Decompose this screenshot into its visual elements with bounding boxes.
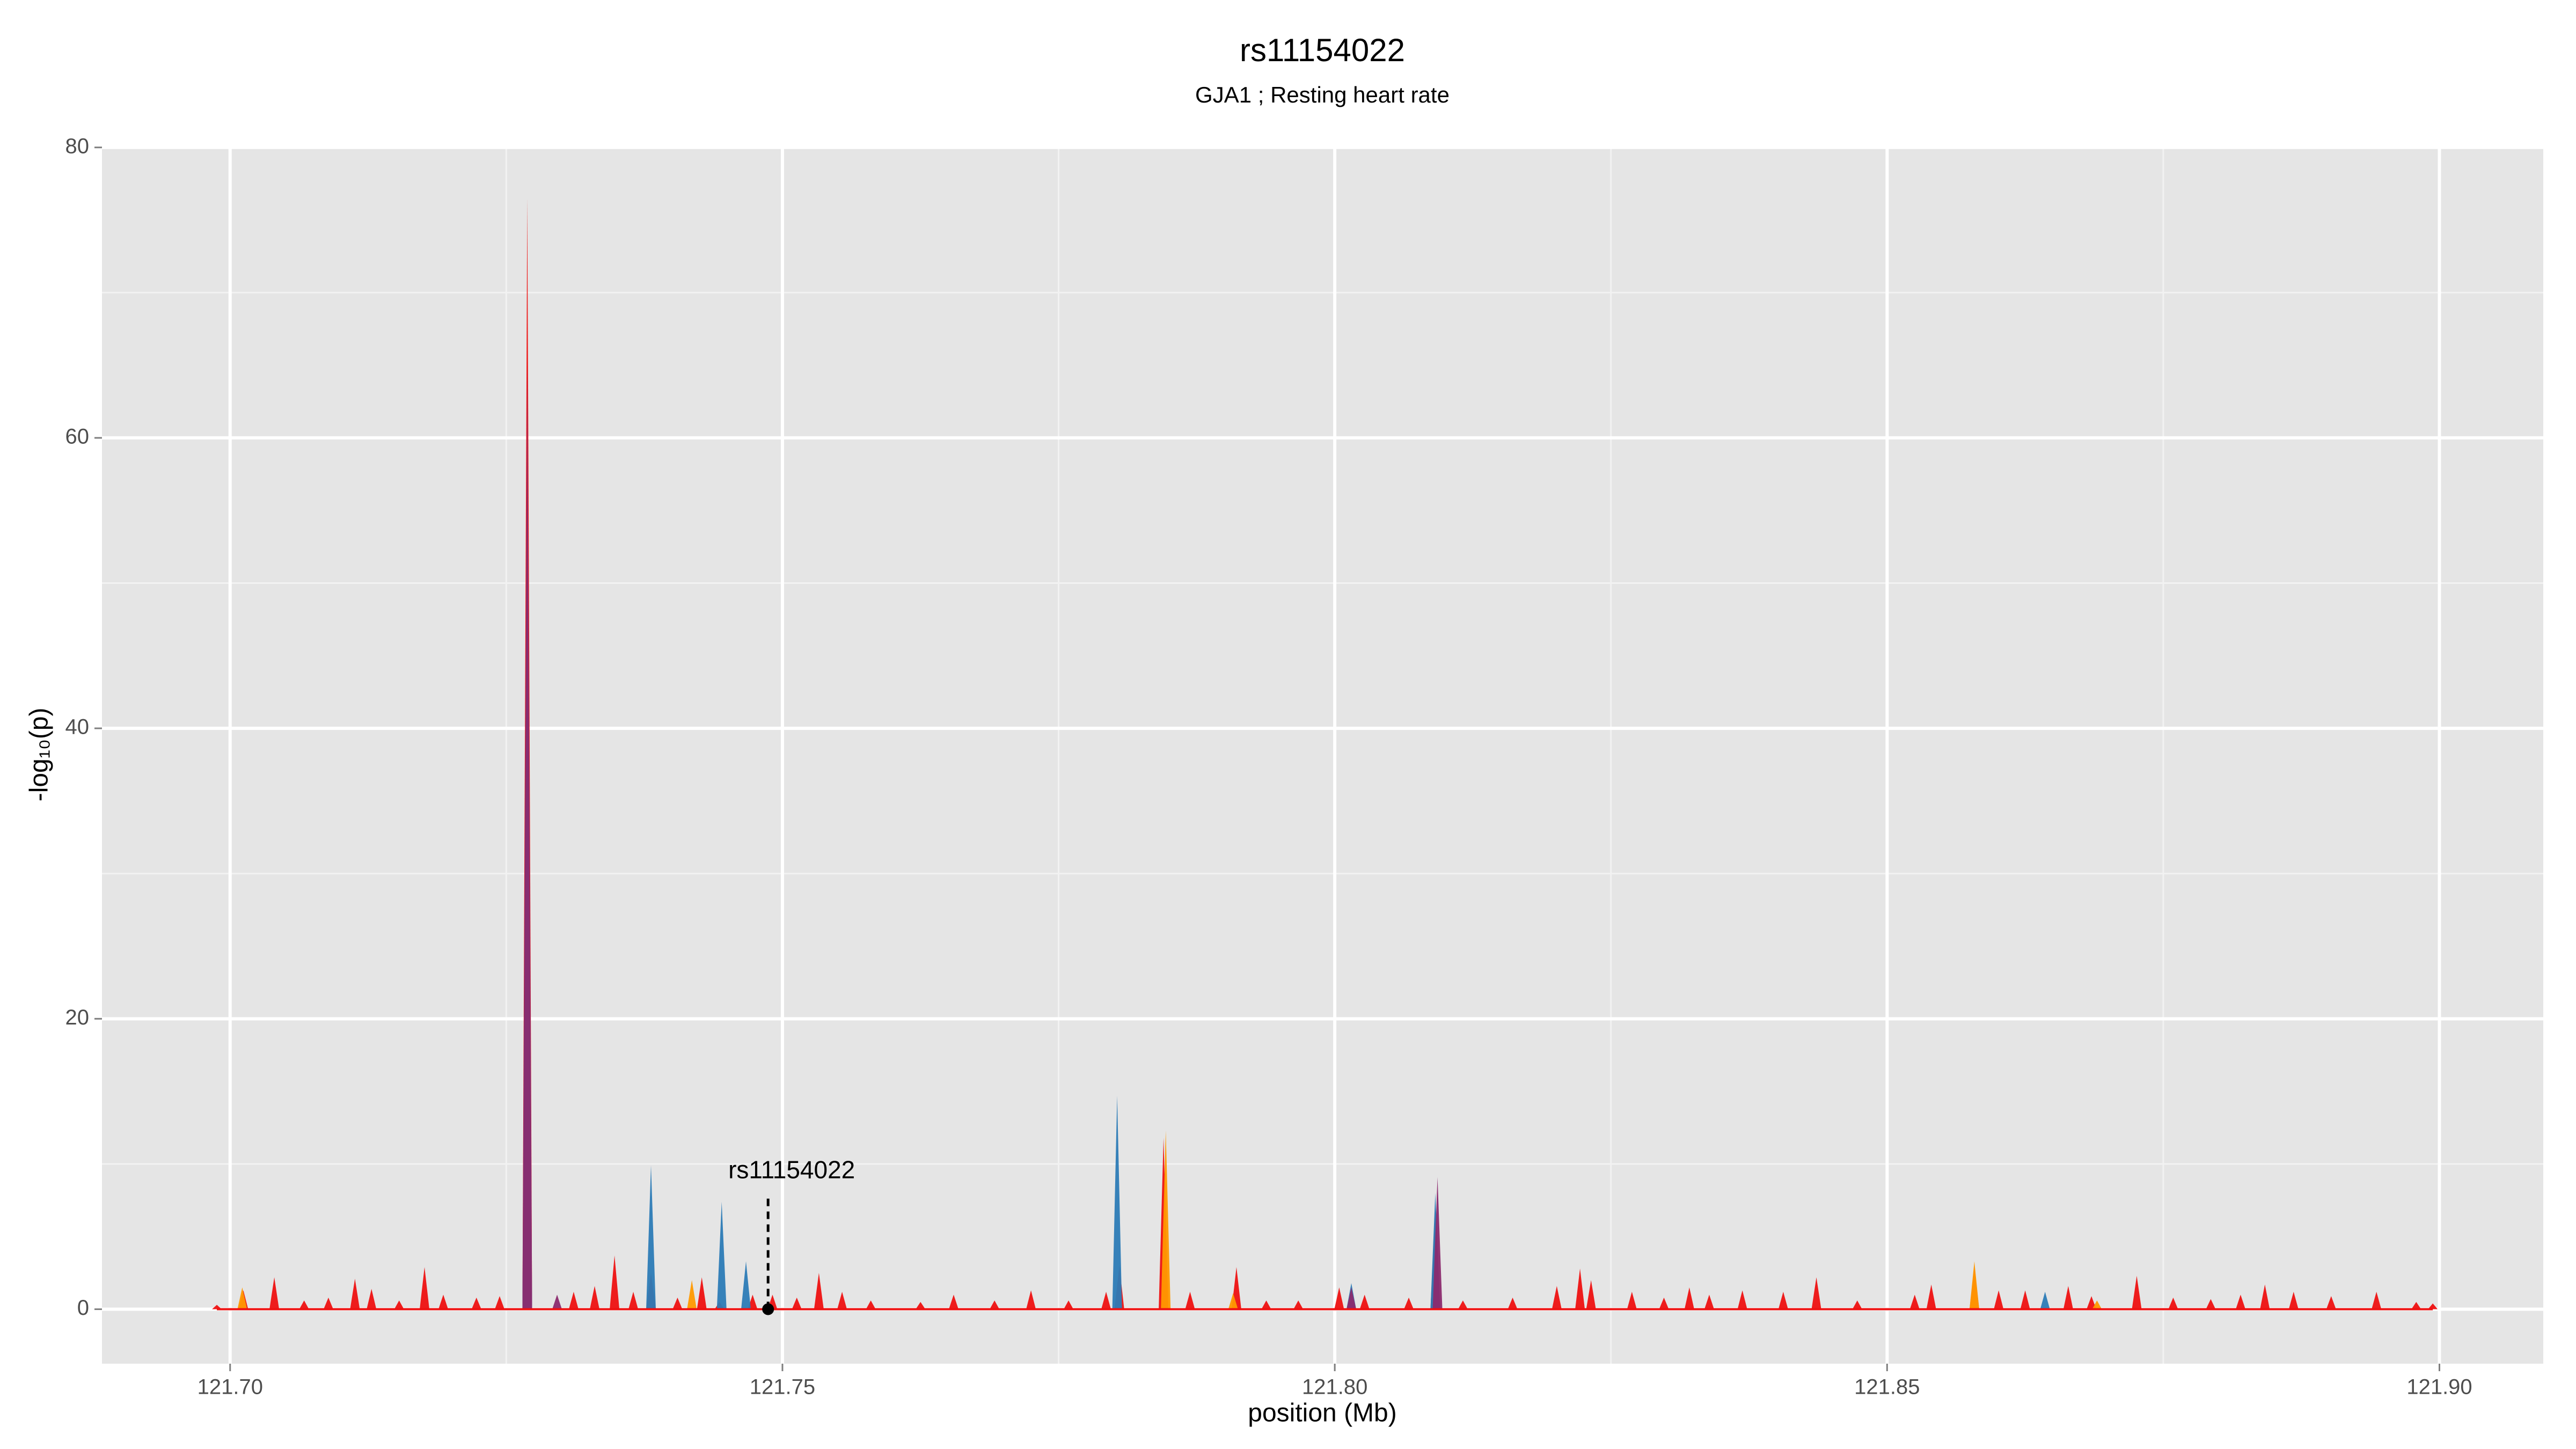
x-tick-label: 121.85 [1854,1375,1920,1399]
x-tick-label: 121.70 [197,1375,263,1399]
spike [741,1261,751,1309]
spike [1064,1300,1074,1309]
spike [299,1300,309,1309]
spike [1994,1290,2004,1309]
spike [552,1294,562,1309]
spike [1586,1280,1596,1309]
spike [590,1286,600,1309]
spike [1627,1292,1637,1309]
spike [2040,1292,2050,1309]
spike [522,365,532,1309]
y-tick-label: 60 [65,425,90,448]
spike [1659,1297,1669,1309]
spike [1909,1294,1920,1309]
x-tick-label: 121.90 [2406,1375,2472,1399]
spike [1811,1277,1821,1309]
spike [1112,1095,1122,1309]
spike [2020,1290,2030,1309]
spike [1575,1268,1585,1309]
y-tick-label: 40 [65,715,90,739]
spike [1334,1287,1344,1309]
spike [1359,1294,1370,1309]
spike [2087,1296,2097,1309]
spike [1161,1130,1171,1309]
spike [212,1305,222,1309]
chart-subtitle: GJA1 ; Resting heart rate [1195,82,1450,107]
spike [687,1280,697,1309]
spike [2063,1286,2073,1309]
spike [2092,1300,2102,1309]
spike [323,1297,333,1309]
spike [610,1255,620,1309]
spike [866,1300,876,1309]
spike [1704,1294,1714,1309]
spike [420,1267,430,1309]
chart-title: rs11154022 [1240,32,1405,68]
spike [1507,1297,1518,1309]
spike [1346,1287,1357,1309]
spike [837,1292,847,1309]
spike [2372,1292,2382,1309]
spike [1185,1292,1195,1309]
spike [2428,1303,2438,1309]
spike [1458,1300,1468,1309]
spike [1852,1300,1862,1309]
spike [2206,1299,2216,1309]
spike [269,1277,280,1309]
x-axis-title: position (Mb) [1248,1399,1396,1428]
y-tick-label: 0 [77,1296,89,1320]
spike [1684,1287,1694,1309]
spike [438,1294,449,1309]
spike [814,1272,824,1309]
spike [2411,1301,2421,1309]
spike [1778,1292,1788,1309]
spike [1261,1300,1271,1309]
x-tick-label: 121.75 [750,1375,815,1399]
spike [1293,1300,1304,1309]
spike [1228,1293,1238,1309]
spike [495,1296,505,1309]
spike [792,1297,802,1309]
y-tick-label: 20 [65,1006,90,1029]
spike [394,1300,404,1309]
annotation-point [762,1303,774,1315]
spike [646,1165,656,1309]
spike [949,1294,959,1309]
spike [628,1292,639,1309]
spike [716,1202,727,1309]
spike [2326,1296,2336,1309]
spike [2260,1284,2270,1309]
spike [471,1297,481,1309]
spike [990,1300,1000,1309]
plot-panel [102,146,2543,1364]
spike [367,1289,377,1309]
spike [697,1277,707,1309]
spike [237,1287,247,1309]
y-tick-label: 80 [65,134,90,158]
spike [672,1297,683,1309]
spike [2132,1276,2142,1309]
y-axis-title: -log₁₀(p) [25,708,54,802]
spike [1404,1297,1414,1309]
spike [1101,1292,1111,1309]
spike [2168,1297,2178,1309]
spike [1969,1261,1979,1309]
spike [1552,1286,1562,1309]
spike [1737,1290,1747,1309]
annotation-label: rs11154022 [728,1156,855,1184]
spike [2236,1294,2246,1309]
spike [1926,1284,1936,1309]
spike [1026,1290,1036,1309]
spike [568,1292,579,1309]
spike [350,1278,360,1309]
spike [1432,1177,1443,1309]
spike [916,1301,926,1309]
x-tick-label: 121.80 [1302,1375,1367,1399]
spike [2288,1292,2299,1309]
